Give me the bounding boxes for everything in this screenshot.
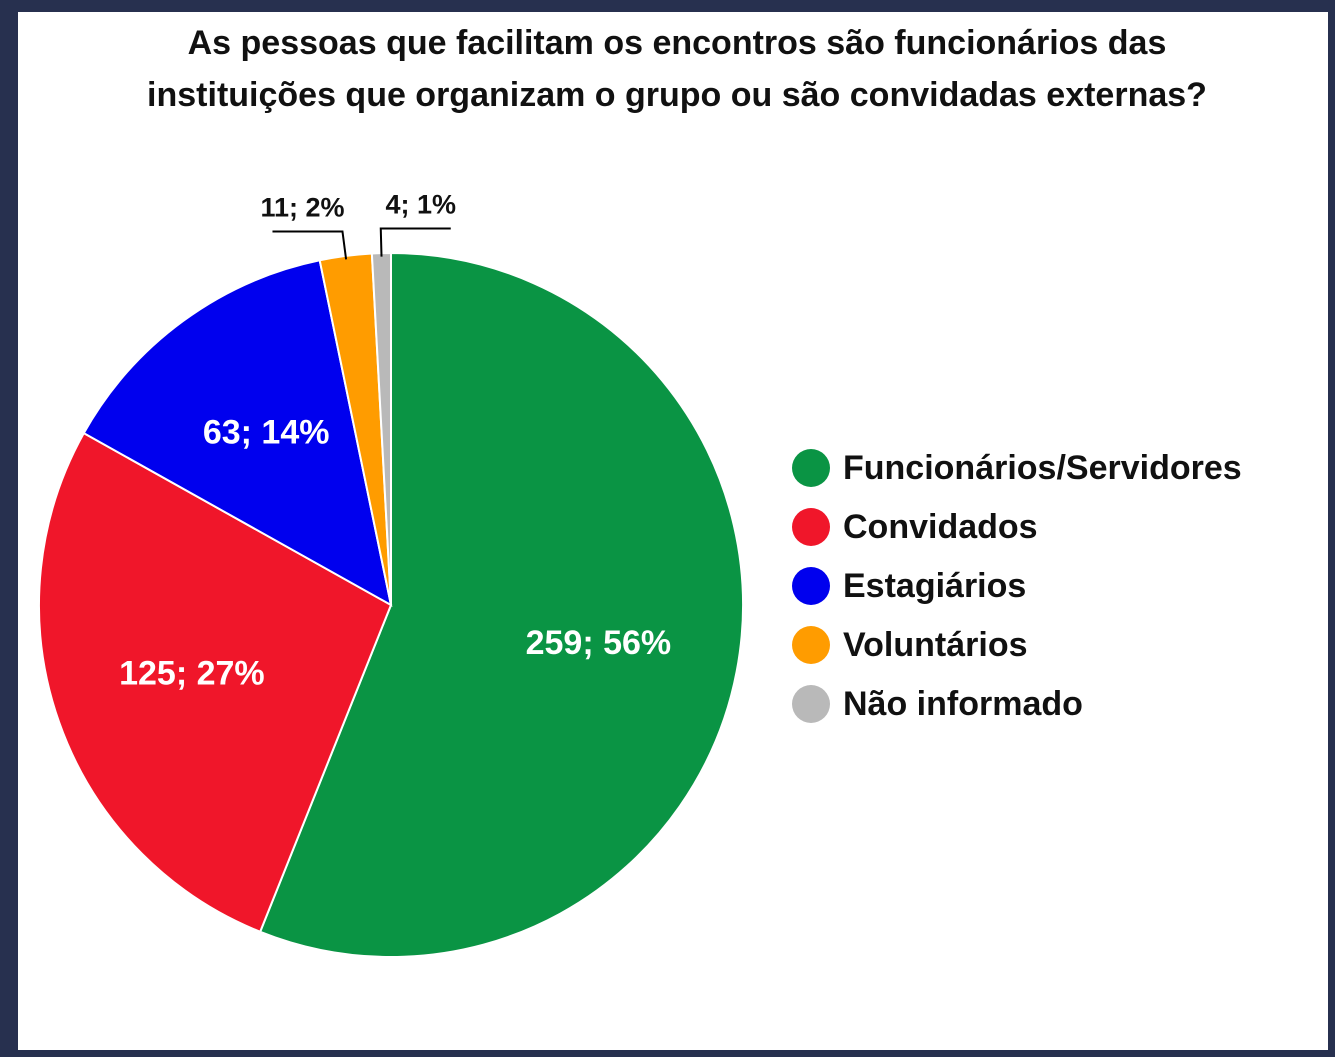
- legend-label: Voluntários: [843, 626, 1028, 664]
- leader-line: [272, 230, 348, 260]
- legend-marker: [792, 626, 830, 664]
- legend-marker: [792, 685, 830, 723]
- legend-label: Convidados: [843, 508, 1038, 546]
- data-label: 11; 2%: [260, 193, 344, 223]
- data-label: 125; 27%: [119, 654, 265, 692]
- data-label: 259; 56%: [526, 624, 672, 662]
- leader-line: [379, 227, 451, 257]
- chart-title: instituições que organizam o grupo ou sã…: [147, 76, 1207, 114]
- pie-slice: [38, 431, 393, 934]
- pie-slice: [258, 251, 744, 958]
- legend-label: Estagiários: [843, 567, 1026, 605]
- legend-marker: [792, 567, 830, 605]
- legend-label: Não informado: [843, 685, 1083, 723]
- data-label: 63; 14%: [203, 414, 330, 452]
- legend-label: Funcionários/Servidores: [843, 449, 1242, 487]
- chart-title: As pessoas que facilitam os encontros sã…: [188, 24, 1167, 62]
- data-label: 4; 1%: [385, 190, 456, 220]
- legend-marker: [792, 449, 830, 487]
- legend-marker: [792, 508, 830, 546]
- pie-slice: [82, 259, 393, 607]
